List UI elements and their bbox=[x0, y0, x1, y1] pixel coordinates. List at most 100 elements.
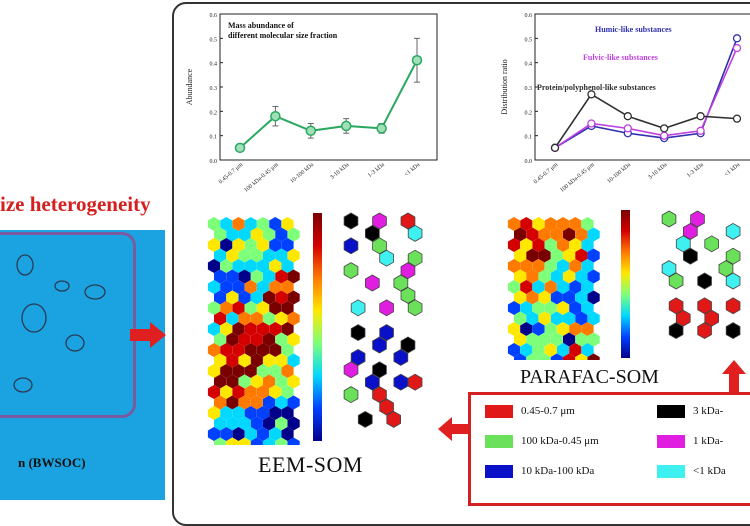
cluster-node bbox=[725, 222, 741, 240]
cluster-node bbox=[697, 322, 712, 340]
cluster-node bbox=[372, 361, 387, 379]
som-node bbox=[287, 374, 300, 389]
series-line bbox=[554, 93, 738, 149]
som-node bbox=[587, 248, 600, 263]
som-node bbox=[569, 280, 582, 294]
cluster-node bbox=[697, 297, 712, 315]
som-node bbox=[269, 343, 282, 357]
som-node bbox=[287, 248, 300, 263]
data-point bbox=[411, 54, 423, 66]
som-node bbox=[207, 343, 221, 357]
som-node bbox=[207, 322, 221, 336]
som-node bbox=[263, 290, 276, 305]
up-arrow-icon bbox=[722, 360, 746, 392]
som-node bbox=[238, 416, 251, 431]
som-node bbox=[244, 364, 257, 378]
cluster-node bbox=[400, 286, 416, 304]
som-node bbox=[507, 259, 521, 273]
som-node bbox=[232, 322, 245, 336]
som-node bbox=[520, 322, 533, 336]
som-node bbox=[220, 259, 233, 273]
som-node bbox=[538, 311, 551, 326]
y-tick-label: 0.4 bbox=[525, 62, 533, 68]
particle-blob bbox=[84, 284, 106, 300]
cluster-node bbox=[393, 348, 409, 366]
som-node bbox=[520, 259, 533, 273]
som-node bbox=[287, 227, 300, 242]
som-node bbox=[269, 385, 282, 399]
som-node bbox=[563, 353, 576, 360]
parafac-som-label: PARAFAC-SOM bbox=[520, 366, 659, 388]
right-arrow-icon bbox=[130, 322, 166, 348]
som-node bbox=[232, 427, 245, 441]
som-node bbox=[275, 332, 288, 347]
som-node bbox=[275, 437, 288, 445]
size-heterogeneity-title: ize heterogeneity bbox=[0, 192, 151, 216]
legend-swatch bbox=[657, 405, 685, 418]
som-node bbox=[526, 332, 539, 347]
som-node bbox=[563, 290, 576, 305]
cluster-node bbox=[379, 398, 394, 416]
cluster-node bbox=[372, 336, 387, 354]
som-node bbox=[514, 353, 527, 360]
cluster-node bbox=[372, 386, 387, 404]
som-node bbox=[220, 217, 233, 231]
x-tick-label: 1-3 kDa bbox=[686, 162, 705, 179]
som-node bbox=[538, 290, 551, 305]
som-node bbox=[238, 248, 251, 263]
som-node bbox=[232, 301, 245, 315]
series-label: Humic-like substances bbox=[595, 25, 672, 34]
cluster-node bbox=[407, 373, 423, 391]
som-node bbox=[538, 248, 551, 263]
cluster-node bbox=[393, 274, 409, 292]
som-node bbox=[256, 280, 270, 294]
som-node bbox=[232, 364, 245, 378]
som-node bbox=[507, 343, 521, 357]
som-node bbox=[532, 343, 545, 357]
cluster-node bbox=[704, 309, 719, 327]
som-node bbox=[526, 290, 539, 305]
data-point bbox=[234, 142, 246, 154]
som-node bbox=[544, 259, 557, 273]
y-tick-label: 0.4 bbox=[210, 62, 218, 68]
som-node bbox=[226, 290, 239, 305]
som-node bbox=[287, 353, 300, 368]
som-node bbox=[226, 437, 239, 445]
data-point bbox=[696, 126, 705, 135]
legend-label: 100 kDa-0.45 μm bbox=[521, 435, 599, 447]
som-node bbox=[575, 332, 588, 347]
data-point bbox=[270, 110, 281, 122]
som-node bbox=[214, 269, 227, 284]
som-node bbox=[214, 437, 227, 445]
data-point bbox=[340, 120, 352, 132]
som-node bbox=[263, 395, 276, 410]
som-node bbox=[526, 353, 539, 360]
cluster-node bbox=[343, 361, 359, 379]
legend-swatch bbox=[485, 435, 513, 448]
som-node bbox=[250, 311, 263, 326]
som-node bbox=[587, 227, 600, 242]
som-node bbox=[269, 322, 282, 336]
som-node bbox=[563, 248, 576, 263]
som-node bbox=[263, 437, 276, 445]
som-node bbox=[207, 385, 221, 399]
cluster-node bbox=[393, 373, 409, 391]
som-node bbox=[256, 238, 270, 252]
som-node bbox=[250, 374, 263, 389]
som-node bbox=[550, 311, 563, 326]
som-node bbox=[263, 353, 276, 368]
som-node bbox=[226, 227, 239, 242]
som-node bbox=[287, 332, 300, 347]
x-tick-label: 0.45-0.7 μm bbox=[533, 162, 560, 186]
particle-blobs bbox=[13, 254, 106, 393]
som-node bbox=[287, 269, 300, 284]
distribution-ratio-chart: 0.0 0.1 0.2 0.3 0.4 0.5 0.6 Distribution ratio 0… bbox=[500, 13, 750, 194]
som-node bbox=[587, 311, 600, 326]
y-axis-label: Distribution ratio bbox=[500, 59, 509, 114]
series-line bbox=[239, 59, 418, 149]
cluster-node bbox=[400, 212, 416, 230]
som-node bbox=[238, 269, 251, 284]
legend-label: 10 kDa-100 kDa bbox=[521, 465, 595, 477]
particle-blob bbox=[65, 334, 85, 352]
som-node bbox=[544, 238, 557, 252]
